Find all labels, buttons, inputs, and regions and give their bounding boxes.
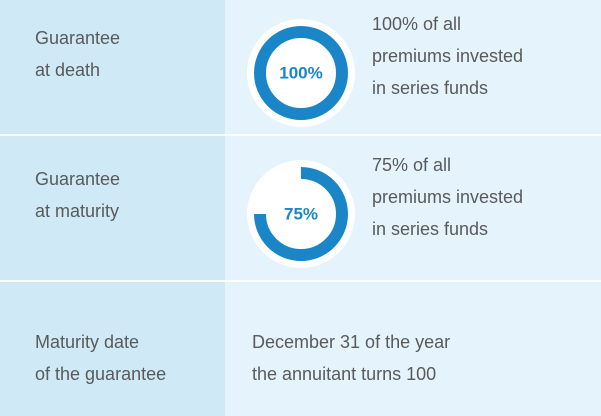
label-cell xyxy=(0,282,225,416)
row-text: December 31 of the year xyxy=(252,332,450,352)
row-text: in series funds xyxy=(372,219,488,239)
label-cell xyxy=(0,136,225,280)
row-text: the annuitant turns 100 xyxy=(252,364,436,384)
gauge-label: 100% xyxy=(279,63,322,82)
row-label: Maturity date xyxy=(35,332,139,352)
gauge-label: 75% xyxy=(284,204,318,223)
row-text: in series funds xyxy=(372,78,488,98)
row-label: Guarantee xyxy=(35,28,120,48)
row-text: premiums invested xyxy=(372,46,523,66)
row-label: at maturity xyxy=(35,201,119,221)
gauge-arc xyxy=(254,26,348,120)
row-label: of the guarantee xyxy=(35,364,166,384)
row-label: Guarantee xyxy=(35,169,120,189)
row-text: 100% of all xyxy=(372,14,461,34)
row-text: 75% of all xyxy=(372,155,451,175)
gauge-arc xyxy=(254,167,348,261)
label-cell xyxy=(0,0,225,134)
row-text: premiums invested xyxy=(372,187,523,207)
content-cell xyxy=(225,282,601,416)
row-label: at death xyxy=(35,60,100,80)
